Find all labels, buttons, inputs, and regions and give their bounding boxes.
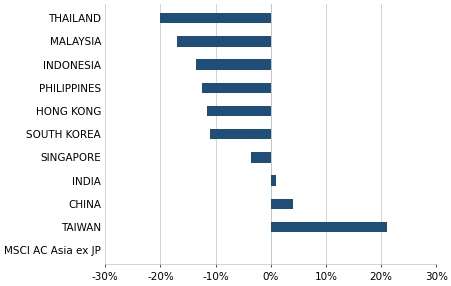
- Bar: [270, 198, 292, 209]
- Bar: [270, 222, 386, 232]
- Bar: [210, 129, 270, 139]
- Bar: [201, 83, 270, 93]
- Bar: [270, 175, 276, 186]
- Bar: [207, 106, 270, 116]
- Bar: [160, 13, 270, 23]
- Bar: [196, 59, 270, 70]
- Bar: [176, 36, 270, 47]
- Bar: [251, 152, 270, 163]
